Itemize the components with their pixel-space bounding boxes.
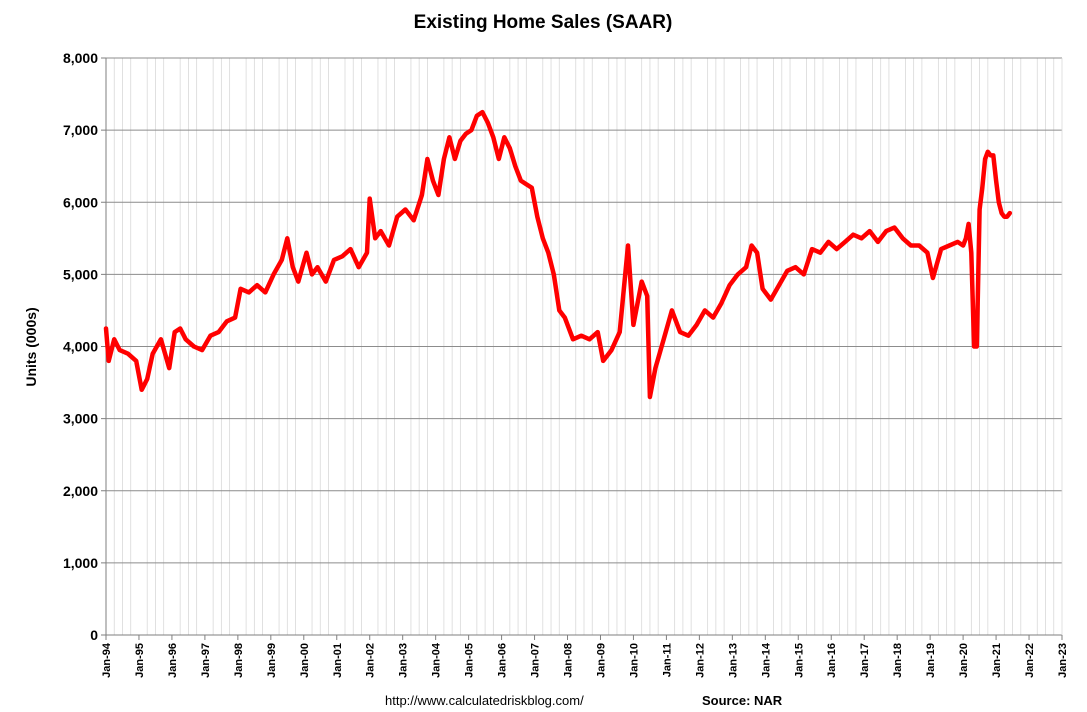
x-tick-label: Jan-99 <box>266 643 278 678</box>
x-tick-label: Jan-06 <box>497 643 509 678</box>
x-tick-label: Jan-14 <box>760 642 772 678</box>
x-tick-label: Jan-22 <box>1024 643 1036 678</box>
x-tick-label: Jan-07 <box>530 643 542 678</box>
x-tick-label: Jan-98 <box>233 643 245 678</box>
x-tick-label: Jan-13 <box>727 643 739 678</box>
x-tick-label: Jan-97 <box>200 643 212 678</box>
y-tick-label: 7,000 <box>63 122 98 138</box>
x-tick-label: Jan-08 <box>563 643 575 678</box>
y-tick-label: 6,000 <box>63 194 98 210</box>
x-tick-label: Jan-03 <box>398 643 410 678</box>
x-tick-label: Jan-12 <box>694 643 706 678</box>
y-tick-label: 2,000 <box>63 483 98 499</box>
x-tick-label: Jan-95 <box>134 643 146 678</box>
x-tick-label: Jan-17 <box>859 643 871 678</box>
x-tick-label: Jan-20 <box>958 643 970 678</box>
x-tick-label: Jan-23 <box>1057 643 1069 678</box>
x-tick-label: Jan-21 <box>991 643 1003 678</box>
x-tick-label: Jan-02 <box>365 643 377 678</box>
x-tick-label: Jan-94 <box>101 642 113 678</box>
chart-title: Existing Home Sales (SAAR) <box>414 12 673 33</box>
footer-source: Source: NAR <box>702 693 783 708</box>
series-layer <box>103 109 1013 400</box>
footer-url: http://www.calculatedriskblog.com/ <box>385 693 584 708</box>
y-tick-label: 0 <box>90 627 98 643</box>
x-tick-label: Jan-00 <box>299 643 311 678</box>
y-tick-label: 5,000 <box>63 266 98 282</box>
y-tick-labels: 0 1,000 2,000 3,000 4,000 5,000 6,000 7,000 8,00… <box>63 50 98 643</box>
x-tick-labels: Jan-94 Jan-95 Jan-96 Jan-97 Jan-98 Jan-99 Jan-… <box>101 635 1069 678</box>
x-tick-label: Jan-19 <box>925 643 937 678</box>
y-tick-label: 1,000 <box>63 555 98 571</box>
major-gridlines <box>101 57 1062 636</box>
x-tick-label: Jan-10 <box>628 643 640 678</box>
x-tick-label: Jan-96 <box>167 643 179 678</box>
x-tick-label: Jan-04 <box>431 642 443 678</box>
x-tick-label: Jan-01 <box>332 643 344 678</box>
x-tick-label: Jan-15 <box>793 643 805 678</box>
y-tick-label: 8,000 <box>63 50 98 66</box>
y-tick-label: 3,000 <box>63 411 98 427</box>
x-tick-label: Jan-05 <box>464 643 476 678</box>
y-tick-label: 4,000 <box>63 339 98 355</box>
x-tick-label: Jan-09 <box>595 643 607 678</box>
y-axis-label: Units (000s) <box>23 307 39 386</box>
x-tick-label: Jan-16 <box>826 643 838 678</box>
series-line <box>103 109 1013 400</box>
x-tick-label: Jan-18 <box>892 643 904 678</box>
x-tick-label: Jan-11 <box>661 643 673 677</box>
